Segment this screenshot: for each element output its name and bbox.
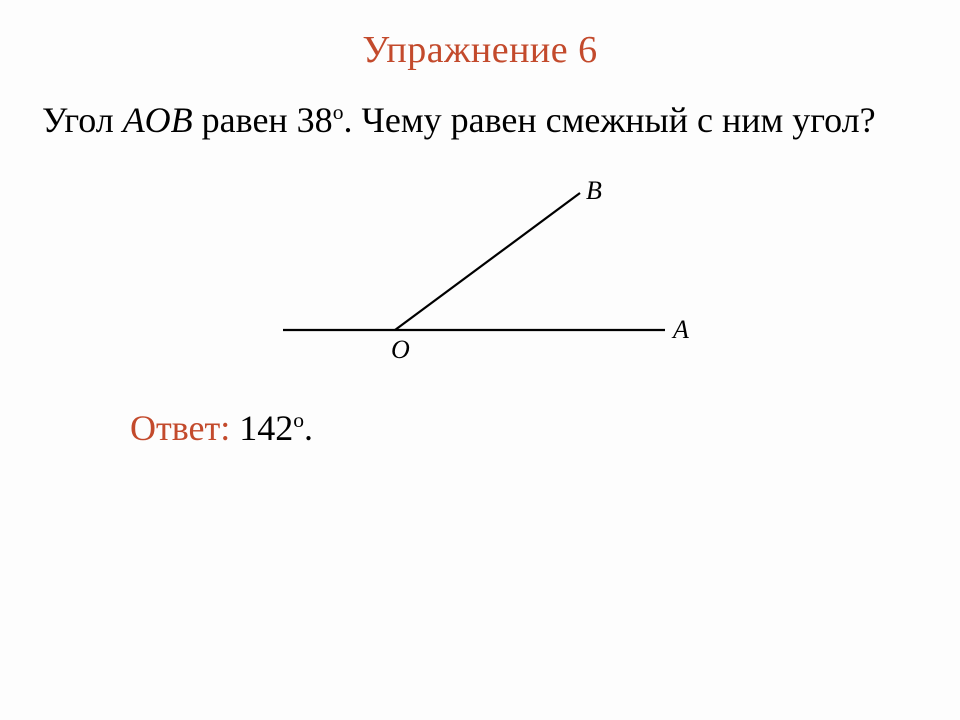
degree-symbol-2: о bbox=[293, 408, 304, 432]
problem-mid2: . Чему равен смежный с ним угол? bbox=[343, 100, 875, 140]
problem-text: Угол AOB равен 38о. Чему равен смежный с… bbox=[42, 96, 918, 145]
svg-text:B: B bbox=[586, 176, 602, 205]
answer-line: Ответ: 142о. bbox=[130, 407, 960, 449]
problem-prefix: Угол bbox=[42, 100, 123, 140]
answer-value-prefix: 142 bbox=[230, 408, 293, 448]
exercise-title: Упражнение 6 bbox=[0, 28, 960, 72]
answer-label: Ответ: bbox=[130, 408, 230, 448]
svg-text:O: O bbox=[391, 335, 410, 364]
angle-diagram: O A B bbox=[265, 165, 695, 375]
answer-value-suffix: . bbox=[304, 408, 313, 448]
degree-symbol-1: о bbox=[333, 100, 344, 124]
problem-mid1: равен 38 bbox=[193, 100, 333, 140]
angle-name: AOB bbox=[123, 100, 193, 140]
svg-text:A: A bbox=[671, 315, 689, 344]
diagram-container: O A B bbox=[0, 165, 960, 375]
